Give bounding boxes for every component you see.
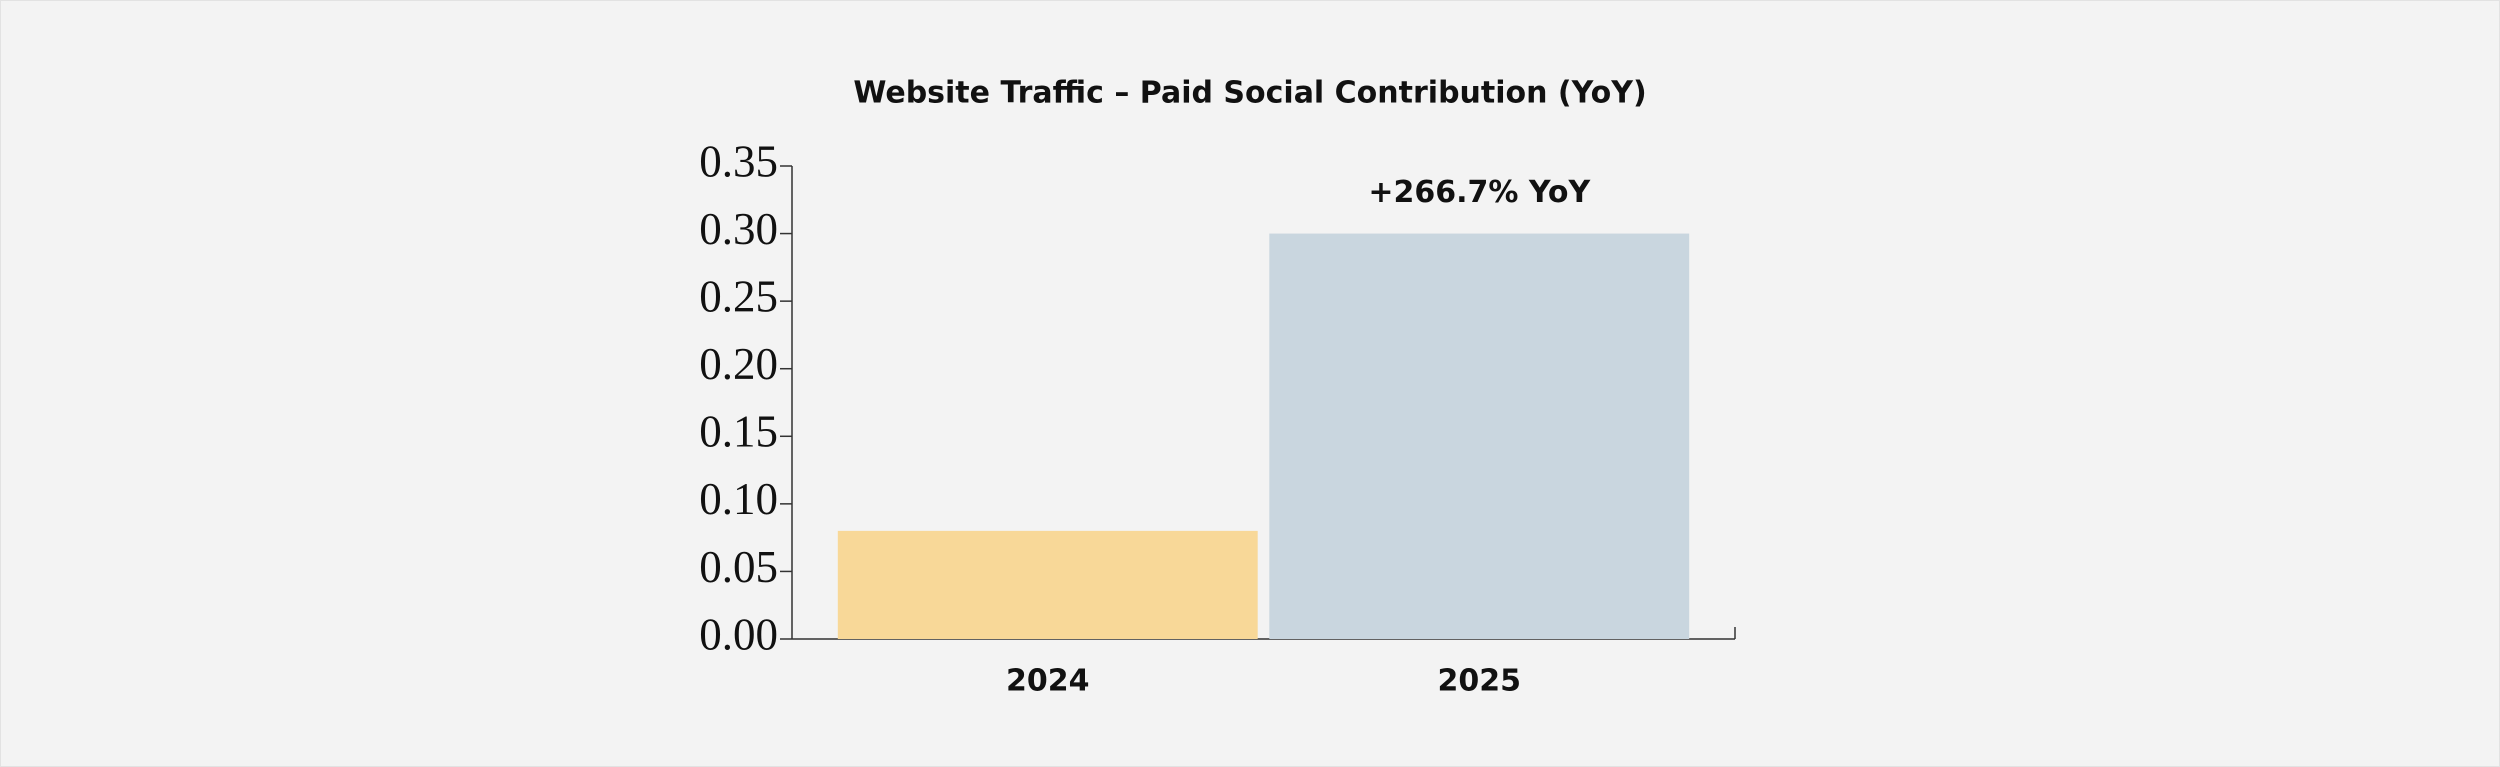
chart-title: Website Traffic – Paid Social Contributi…	[853, 76, 1646, 111]
y-tick-label: 0.25	[699, 271, 778, 321]
x-tick-label: 2024	[1006, 664, 1090, 699]
x-tick-label: 2025	[1438, 664, 1522, 699]
y-tick-label: 0.00	[699, 609, 778, 659]
annotation: +266.7% YoY	[1368, 175, 1591, 210]
y-tick-label: 0.15	[699, 407, 778, 457]
y-tick-label: 0.10	[699, 474, 778, 524]
bar	[837, 530, 1258, 639]
y-tick-label: 0.30	[699, 204, 778, 254]
y-tick-label: 0.35	[699, 136, 778, 186]
y-tick-label: 0.20	[699, 339, 778, 389]
y-tick-label: 0.05	[699, 542, 778, 592]
bar	[1269, 233, 1690, 640]
